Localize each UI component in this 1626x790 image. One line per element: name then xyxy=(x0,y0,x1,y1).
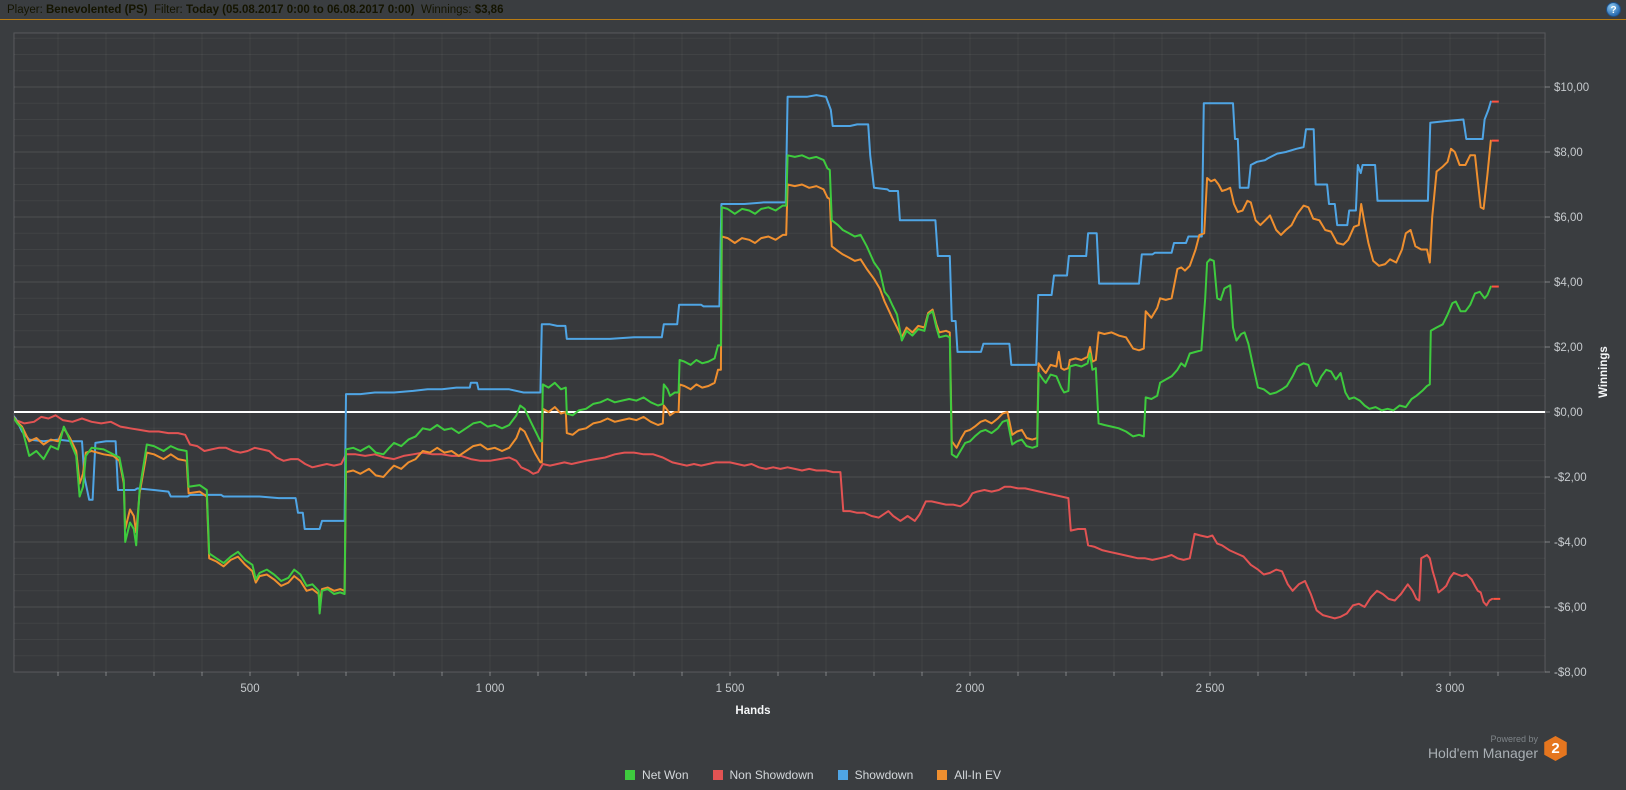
legend-label: Showdown xyxy=(854,768,914,782)
help-icon[interactable]: ? xyxy=(1606,2,1621,17)
series-non-showdown xyxy=(14,414,1494,620)
winnings-label: Winnings: xyxy=(414,3,475,16)
y-tick-label: -$2,00 xyxy=(1554,472,1587,484)
player-value: Benevolented (PS) xyxy=(46,3,148,16)
hm2-logo-icon: 2 xyxy=(1544,736,1567,761)
legend-label: Net Won xyxy=(642,768,689,782)
x-tick-label: 1 000 xyxy=(476,683,505,695)
legend-item-all-in-ev[interactable]: All-In EV xyxy=(937,768,1001,782)
y-tick-label: $8,00 xyxy=(1554,147,1583,159)
x-tick-label: 2 500 xyxy=(1196,683,1225,695)
legend-item-non-showdown[interactable]: Non Showdown xyxy=(712,768,814,782)
legend-item-net-won[interactable]: Net Won xyxy=(625,768,689,782)
y-tick-label: -$6,00 xyxy=(1554,602,1587,614)
x-tick-label: 3 000 xyxy=(1436,683,1465,695)
series-showdown xyxy=(14,94,1492,530)
y-tick-label: $10,00 xyxy=(1554,82,1589,94)
y-tick-label: $4,00 xyxy=(1554,277,1583,289)
legend-swatch-icon xyxy=(712,770,723,780)
y-tick-label: $2,00 xyxy=(1554,342,1583,354)
player-label: Player: xyxy=(7,3,46,16)
x-tick-label: 1 500 xyxy=(716,683,745,695)
powered-by: Powered by Hold'em Manager xyxy=(1428,734,1538,763)
series-net-won xyxy=(14,154,1492,615)
y-tick-label: -$8,00 xyxy=(1554,667,1587,679)
status-bar: Player: Benevolented (PS) Filter: Today … xyxy=(0,0,1626,20)
legend-swatch-icon xyxy=(625,770,636,780)
legend-swatch-icon xyxy=(937,770,948,780)
y-axis-title: Winnings xyxy=(1598,346,1610,398)
plot-border xyxy=(13,32,1546,673)
x-axis-title: Hands xyxy=(735,705,770,717)
chart-legend: Net Won Non Showdown Showdown All-In EV xyxy=(0,768,1626,782)
legend-swatch-icon xyxy=(837,770,848,780)
y-tick-label: -$4,00 xyxy=(1554,537,1587,549)
filter-value: Today (05.08.2017 0:00 to 06.08.2017 0:0… xyxy=(185,3,415,16)
legend-label: All-In EV xyxy=(954,768,1001,782)
y-tick-label: $0,00 xyxy=(1554,407,1583,419)
plot-area xyxy=(14,33,1545,672)
legend-item-showdown[interactable]: Showdown xyxy=(837,768,914,782)
x-tick-label: 500 xyxy=(240,683,259,695)
powered-by-text: Powered by xyxy=(1490,734,1538,744)
y-tick-label: $6,00 xyxy=(1554,212,1583,224)
filter-label: Filter: xyxy=(147,3,186,16)
winnings-value: $3,86 xyxy=(474,3,504,16)
legend-label: Non Showdown xyxy=(729,768,814,782)
series-all-in-ev xyxy=(14,139,1492,604)
brand-text: Hold'em Manager xyxy=(1427,745,1538,762)
x-tick-label: 2 000 xyxy=(956,683,985,695)
